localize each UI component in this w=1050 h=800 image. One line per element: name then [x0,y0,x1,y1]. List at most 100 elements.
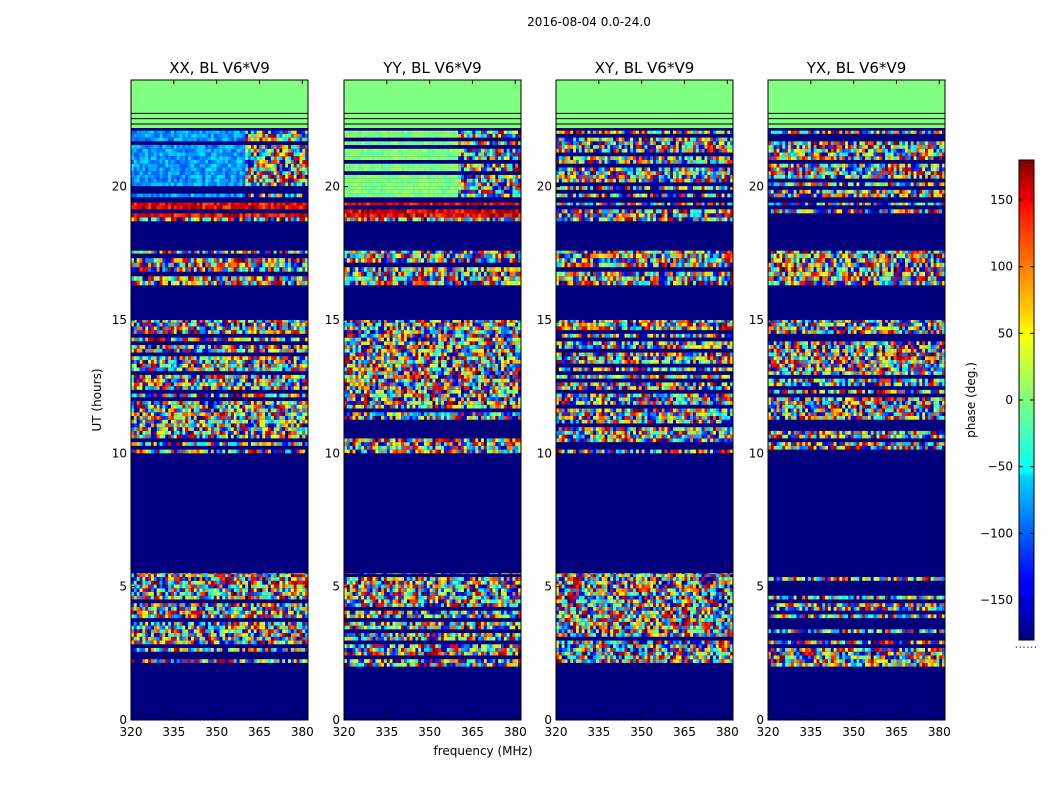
heatmap-cell [234,431,237,435]
heatmap-cell [197,394,200,398]
heatmap-cell [157,412,160,416]
heatmap-cell [257,349,260,353]
heatmap-cell [154,450,157,454]
heatmap-cell [220,435,223,439]
heatmap-cell [302,603,305,607]
heatmap-cell [160,412,163,416]
heatmap-cell [208,577,211,581]
heatmap-cell [185,633,188,637]
heatmap-cell [251,330,254,334]
heatmap-cell [291,364,294,368]
heatmap-cell [228,641,231,645]
heatmap-cell [202,626,205,630]
heatmap-cell [145,338,148,342]
heatmap-cell [288,629,291,633]
heatmap-cell [185,581,188,585]
heatmap-cell [148,648,151,652]
heatmap-cell [168,420,171,424]
heatmap-cell [242,431,245,435]
heatmap-cell [285,405,288,409]
heatmap-cell [168,412,171,416]
heatmap-cell [217,614,220,618]
heatmap-cell [157,435,160,439]
heatmap-cell [151,641,154,645]
heatmap-cell [180,611,183,615]
heatmap-cell [200,367,203,371]
heatmap-cell [251,577,254,581]
heatmap-cell [231,349,234,353]
heatmap-cell [285,412,288,416]
heatmap-cell [245,360,248,364]
heatmap-cell [297,581,300,585]
heatmap-cell [154,641,157,645]
heatmap-cell [208,423,211,427]
heatmap-cell [162,405,165,409]
heatmap-cell [208,412,211,416]
heatmap-cell [297,585,300,589]
heatmap-cell [259,416,262,420]
heatmap-cell [257,633,260,637]
heatmap-cell [134,409,137,413]
heatmap-cell [302,626,305,630]
heatmap-cell [265,431,268,435]
heatmap-cell [248,607,251,611]
heatmap-cell [188,364,191,368]
heatmap-cell [217,633,220,637]
heatmap-cell [142,659,145,663]
heatmap-cell [185,427,188,431]
heatmap-cell [171,435,174,439]
heatmap-cell [251,409,254,413]
heatmap-cell [291,614,294,618]
heatmap-cell [297,648,300,652]
heatmap-cell [299,394,302,398]
heatmap-cell [200,326,203,330]
heatmap-cell [297,607,300,611]
heatmap-cell [259,405,262,409]
heatmap-cell [200,405,203,409]
heatmap-cell [279,626,282,630]
heatmap-cell [171,637,174,641]
heatmap-cell [288,386,291,390]
heatmap-cell [242,607,245,611]
heatmap-cell [245,330,248,334]
heatmap-cell [231,330,234,334]
heatmap-cell [208,431,211,435]
heatmap-cell [202,423,205,427]
heatmap-cell [217,622,220,626]
heatmap-cell [239,412,242,416]
heatmap-cell [245,603,248,607]
heatmap-cell [262,375,265,379]
heatmap-cell [257,416,260,420]
heatmap-cell [211,611,214,615]
heatmap-cell [165,405,168,409]
heatmap-cell [257,581,260,585]
heatmap-cell [205,382,208,386]
heatmap-cell [288,401,291,405]
heatmap-cell [294,420,297,424]
heatmap-cell [228,629,231,633]
heatmap-cell [288,611,291,615]
heatmap-cell [237,405,240,409]
heatmap-cell [160,577,163,581]
heatmap-cell [257,367,260,371]
heatmap-cell [242,435,245,439]
heatmap-cell [171,431,174,435]
heatmap-cell [262,409,265,413]
heatmap-cell [288,409,291,413]
heatmap-cell [191,427,194,431]
heatmap-cell [160,659,163,663]
heatmap-cell [180,629,183,633]
heatmap-cell [279,401,282,405]
heatmap-cell [297,412,300,416]
heatmap-cell [265,450,268,454]
heatmap-cell [297,375,300,379]
heatmap-cell [245,379,248,383]
heatmap-cell [205,326,208,330]
heatmap-cell [137,614,140,618]
heatmap-cell [239,416,242,420]
heatmap-cell [142,626,145,630]
heatmap-cell [182,585,185,589]
heatmap-cell [174,614,177,618]
heatmap-cell [217,585,220,589]
heatmap-cell [151,379,154,383]
